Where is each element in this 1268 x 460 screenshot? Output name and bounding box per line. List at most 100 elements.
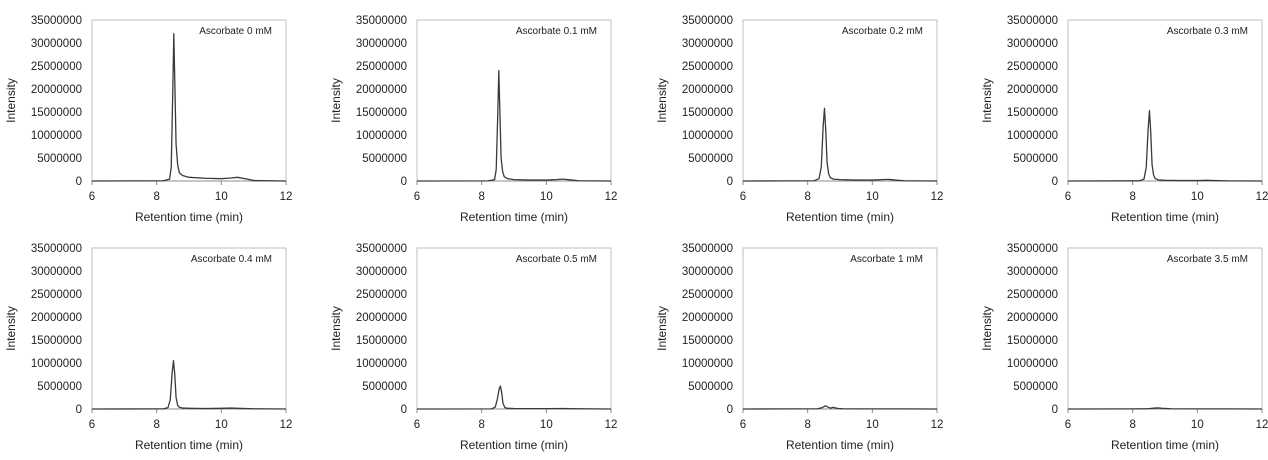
- x-axis-title: Retention time (min): [135, 438, 243, 452]
- chart-panel: 0 5000000 10000000 15000000 20000000 25000000…: [0, 8, 315, 232]
- x-axis-title: Retention time (min): [1111, 438, 1219, 452]
- x-tick-label: 12: [1256, 191, 1268, 203]
- plot-area-frame: [742, 19, 938, 182]
- x-tick-label: 12: [931, 191, 944, 203]
- y-tick-label: 30000000: [356, 38, 407, 50]
- y-tick-label: 30000000: [31, 266, 82, 278]
- chart-panel: 0 5000000 10000000 15000000 20000000 25000000…: [325, 236, 640, 460]
- y-tick-label: 15000000: [682, 335, 733, 347]
- y-tick-label: 0: [727, 404, 733, 416]
- y-tick-label: 0: [76, 404, 82, 416]
- y-tick-label: 30000000: [1007, 266, 1058, 278]
- y-tick-label: 10000000: [1007, 358, 1058, 370]
- y-tick-label: 25000000: [31, 61, 82, 73]
- x-tick-label: 12: [605, 191, 618, 203]
- y-tick-label: 35000000: [1007, 243, 1058, 255]
- x-axis-title: Retention time (min): [135, 210, 243, 224]
- y-tick-label: 15000000: [1007, 107, 1058, 119]
- chromatogram-line: [91, 33, 287, 182]
- y-tick-label: 0: [401, 404, 407, 416]
- condition-annotation: Ascorbate 0.4 mM: [191, 254, 272, 265]
- y-tick-label: 0: [76, 176, 82, 188]
- chart-panel: 0 5000000 10000000 15000000 20000000 25000000…: [651, 236, 966, 460]
- y-tick-label: 20000000: [356, 312, 407, 324]
- y-tick-label: 20000000: [31, 84, 82, 96]
- condition-annotation: Ascorbate 0.5 mM: [516, 254, 597, 265]
- y-tick-label: 35000000: [356, 243, 407, 255]
- chart-svg: 0 5000000 10000000 15000000 20000000 25000000…: [329, 243, 618, 452]
- y-tick-label: 30000000: [31, 38, 82, 50]
- y-tick-label: 15000000: [31, 107, 82, 119]
- y-axis-title: Intensity: [4, 78, 18, 123]
- x-tick-label: 10: [866, 419, 879, 431]
- chart-panel: 0 5000000 10000000 15000000 20000000 25000000…: [651, 8, 966, 232]
- condition-annotation: Ascorbate 0.3 mM: [1167, 26, 1248, 37]
- condition-annotation: Ascorbate 0 mM: [199, 26, 272, 37]
- y-tick-label: 30000000: [682, 38, 733, 50]
- chart-svg: 0 5000000 10000000 15000000 20000000 25000000…: [980, 15, 1268, 224]
- condition-annotation: Ascorbate 0.2 mM: [842, 26, 923, 37]
- y-axis-title: Intensity: [980, 306, 994, 351]
- y-tick-label: 20000000: [682, 84, 733, 96]
- y-tick-label: 0: [1052, 176, 1058, 188]
- x-tick-label: 6: [414, 191, 420, 203]
- x-tick-label: 8: [804, 191, 810, 203]
- x-tick-label: 12: [1256, 419, 1268, 431]
- x-tick-label: 12: [605, 419, 618, 431]
- chart-svg: 0 5000000 10000000 15000000 20000000 25000000…: [980, 243, 1268, 452]
- y-tick-label: 30000000: [682, 266, 733, 278]
- y-tick-label: 15000000: [31, 335, 82, 347]
- y-tick-label: 20000000: [31, 312, 82, 324]
- y-tick-label: 10000000: [31, 130, 82, 142]
- x-tick-label: 6: [89, 419, 95, 431]
- plot-area-frame: [1067, 247, 1263, 410]
- plot-area-frame: [742, 247, 938, 410]
- x-tick-label: 6: [1065, 191, 1071, 203]
- chromatogram-line: [416, 69, 612, 182]
- y-tick-label: 10000000: [31, 358, 82, 370]
- chromatogram-line: [1067, 109, 1263, 182]
- condition-annotation: Ascorbate 3.5 mM: [1167, 254, 1248, 265]
- x-tick-label: 8: [153, 191, 159, 203]
- y-tick-label: 35000000: [682, 243, 733, 255]
- plot-area-frame: [416, 247, 612, 410]
- x-tick-label: 10: [866, 191, 879, 203]
- chromatogram-line: [1067, 407, 1263, 410]
- chart-svg: 0 5000000 10000000 15000000 20000000 25000000…: [4, 243, 292, 452]
- y-tick-label: 5000000: [37, 381, 82, 393]
- x-axis-title: Retention time (min): [460, 438, 568, 452]
- y-axis-title: Intensity: [655, 78, 669, 123]
- y-tick-label: 35000000: [31, 15, 82, 27]
- chart-panel: 0 5000000 10000000 15000000 20000000 25000000…: [325, 8, 640, 232]
- y-tick-label: 30000000: [1007, 38, 1058, 50]
- x-tick-label: 10: [1191, 191, 1204, 203]
- y-tick-label: 20000000: [1007, 312, 1058, 324]
- y-tick-label: 10000000: [682, 358, 733, 370]
- x-tick-label: 10: [215, 419, 228, 431]
- x-tick-label: 10: [540, 419, 553, 431]
- y-tick-label: 25000000: [31, 289, 82, 301]
- chromatogram-line: [742, 405, 938, 410]
- y-tick-label: 20000000: [356, 84, 407, 96]
- x-tick-label: 8: [478, 191, 484, 203]
- chart-svg: 0 5000000 10000000 15000000 20000000 25000000…: [4, 15, 292, 224]
- y-axis-title: Intensity: [329, 306, 343, 351]
- y-tick-label: 30000000: [356, 266, 407, 278]
- x-tick-label: 6: [740, 419, 746, 431]
- y-tick-label: 5000000: [37, 153, 82, 165]
- y-tick-label: 20000000: [682, 312, 733, 324]
- condition-annotation: Ascorbate 0.1 mM: [516, 26, 597, 37]
- y-tick-label: 15000000: [682, 107, 733, 119]
- y-tick-label: 5000000: [362, 153, 407, 165]
- x-tick-label: 10: [540, 191, 553, 203]
- y-tick-label: 25000000: [356, 61, 407, 73]
- y-tick-label: 35000000: [682, 15, 733, 27]
- y-tick-label: 25000000: [1007, 61, 1058, 73]
- x-tick-label: 6: [1065, 419, 1071, 431]
- x-axis-title: Retention time (min): [786, 438, 894, 452]
- x-tick-label: 10: [1191, 419, 1204, 431]
- x-tick-label: 12: [931, 419, 944, 431]
- y-tick-label: 10000000: [682, 130, 733, 142]
- x-tick-label: 6: [740, 191, 746, 203]
